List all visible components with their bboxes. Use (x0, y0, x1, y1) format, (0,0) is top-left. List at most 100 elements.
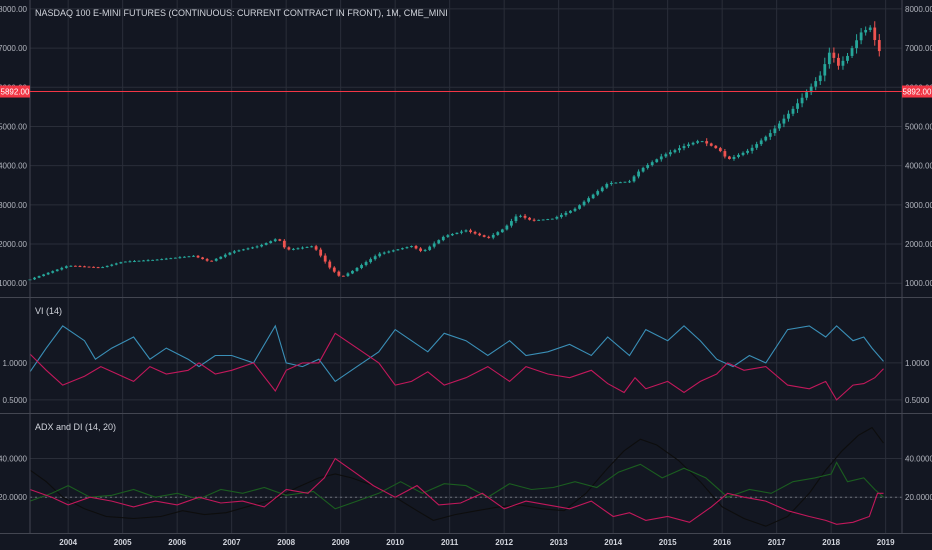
x-tick-label: 2008 (277, 538, 295, 547)
candle-body (142, 260, 145, 262)
candle-body (382, 252, 386, 254)
candle-body (242, 249, 245, 251)
y-tick-label-right: 1000.00 (905, 279, 932, 288)
x-tick-label: 2016 (713, 538, 731, 547)
y-tick-label-right: 40.0000 (905, 455, 932, 464)
candle-body (823, 64, 827, 76)
candle-body (269, 241, 273, 244)
candle-body (546, 219, 550, 221)
x-tick-label: 2017 (768, 538, 786, 547)
y-tick-label-left: 7000.00 (0, 44, 28, 53)
candle-body (123, 261, 127, 263)
y-tick-label-left: 2000.00 (0, 240, 28, 249)
candle-body (360, 265, 363, 268)
candle-body (328, 261, 332, 268)
candle-body (682, 146, 686, 149)
candle-body (578, 205, 581, 209)
candle-body (678, 148, 681, 151)
candle-body (46, 272, 50, 275)
candle-body (655, 159, 659, 163)
candle-body (133, 260, 136, 262)
candle-body (510, 221, 513, 226)
candle-body (119, 262, 123, 264)
candle-body (528, 217, 531, 220)
y-tick-label-right: 4000.00 (905, 162, 932, 171)
candle-body (591, 194, 595, 199)
candle-body (405, 247, 409, 249)
candle-body (455, 232, 459, 235)
candle-body (855, 40, 858, 49)
candle-body (541, 219, 545, 221)
candle-body (305, 246, 309, 248)
candle-body (841, 60, 845, 66)
candle-body (232, 251, 236, 253)
candle-body (623, 181, 627, 183)
candle-body (74, 265, 77, 267)
candle-body (33, 277, 36, 280)
candle-body (64, 266, 68, 268)
candle-body (83, 266, 86, 268)
candle-body (805, 92, 809, 98)
candle-body (500, 229, 504, 233)
candle-body (573, 208, 577, 211)
candle-body (777, 123, 781, 129)
candle-body (155, 259, 159, 261)
candle-body (759, 140, 763, 145)
candle-body (505, 225, 509, 230)
y-tick-label-left: 40.0000 (0, 455, 28, 464)
y-tick-label-left: 0.5000 (3, 396, 28, 405)
candle-body (264, 243, 268, 245)
y-tick-label-left: 1000.00 (0, 279, 28, 288)
candle-body (696, 141, 700, 143)
candle-body (650, 162, 654, 166)
y-tick-label-left: 4000.00 (0, 162, 28, 171)
last-price-tag-left (0, 85, 30, 98)
x-tick-label: 2009 (332, 538, 350, 547)
candle-body (251, 247, 254, 249)
candle-body (446, 235, 450, 237)
candle-body (164, 258, 168, 260)
candle-body (69, 265, 73, 267)
candle-body (646, 165, 650, 168)
candle-body (278, 239, 282, 241)
candle-body (450, 234, 454, 236)
candle-body (664, 154, 668, 157)
y-tick-label-left: 5000.00 (0, 122, 28, 131)
candle-body (414, 246, 418, 249)
candle-body (201, 257, 204, 260)
candle-body (387, 251, 391, 253)
series-line-adx (29, 426, 884, 527)
candle-body (441, 236, 445, 241)
candle-body (273, 239, 277, 242)
candle-body (796, 103, 799, 109)
last-price-label-right: 5892.00 (903, 88, 932, 97)
candle-body (846, 55, 849, 61)
candle-body (750, 147, 754, 151)
candle-body (637, 171, 640, 177)
candle-body (723, 151, 727, 157)
candle-body (619, 182, 622, 184)
x-tick-label: 2018 (822, 538, 840, 547)
candle-body (837, 57, 840, 66)
candle-body (187, 256, 191, 258)
candle-body (659, 156, 663, 160)
grid (30, 0, 902, 533)
candle-body (78, 266, 82, 268)
candle-body (691, 142, 695, 145)
candle-body (877, 40, 881, 52)
y-tick-label-right: 20.0000 (905, 493, 932, 502)
candle-body (301, 247, 304, 249)
last-price-tag-right (902, 85, 932, 98)
candle-body (287, 247, 291, 250)
candle-body (550, 218, 554, 220)
candle-body (773, 128, 777, 134)
candle-body (868, 27, 872, 30)
candle-body (464, 230, 468, 232)
candle-body (51, 271, 55, 273)
x-tick-label: 2006 (168, 538, 186, 547)
candle-body (60, 267, 64, 270)
candle-body (600, 187, 604, 192)
